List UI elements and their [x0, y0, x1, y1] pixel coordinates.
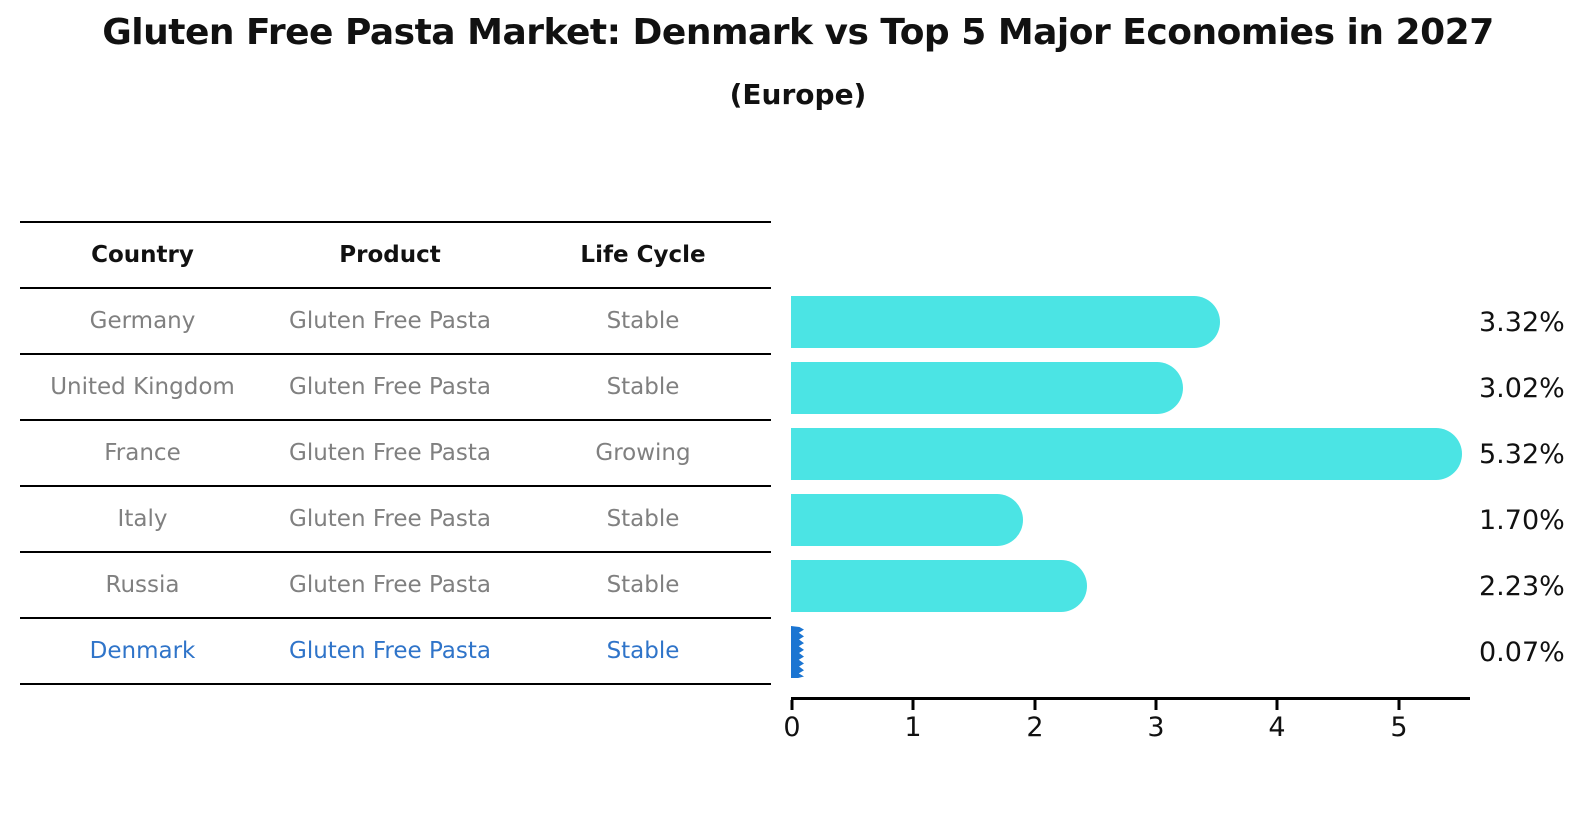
- column-header-product: Product: [339, 242, 441, 268]
- bar-united-kingdom: [791, 362, 1183, 414]
- column-header-country: Country: [91, 242, 194, 268]
- x-tick: [911, 700, 915, 710]
- product-cell: Gluten Free Pasta: [289, 374, 491, 400]
- x-tick-label: 2: [1026, 712, 1044, 743]
- bar-italy: [791, 494, 1023, 546]
- product-cell: Gluten Free Pasta: [289, 440, 491, 466]
- table-header-row: Country Product Life Cycle: [20, 223, 771, 289]
- country-cell: Denmark: [89, 638, 196, 664]
- life-cycle-cell: Stable: [606, 308, 680, 334]
- value-label-germany: 3.32%: [1479, 306, 1565, 338]
- product-cell: Gluten Free Pasta: [289, 572, 491, 598]
- x-tick-label: 0: [783, 712, 801, 743]
- country-cell: Germany: [89, 308, 196, 334]
- value-label-france: 5.32%: [1479, 438, 1565, 470]
- life-cycle-cell: Stable: [606, 572, 680, 598]
- value-label-united-kingdom: 3.02%: [1479, 372, 1565, 404]
- table-row-france: France Gluten Free Pasta Growing: [20, 421, 771, 487]
- x-axis-line: [791, 697, 1470, 700]
- bar-row: [791, 619, 1491, 685]
- table-row-united-kingdom: United Kingdom Gluten Free Pasta Stable: [20, 355, 771, 421]
- bar-plot-area: [791, 289, 1491, 685]
- country-cell: Italy: [117, 506, 168, 532]
- x-axis-ticks: 0 1 2 3 4 5: [783, 700, 1470, 750]
- life-cycle-cell: Stable: [606, 638, 680, 664]
- x-tick: [790, 700, 794, 710]
- x-tick-label: 4: [1268, 712, 1286, 743]
- life-cycle-cell: Stable: [606, 506, 680, 532]
- product-cell: Gluten Free Pasta: [289, 308, 491, 334]
- x-tick: [1397, 700, 1401, 710]
- x-tick: [1154, 700, 1158, 710]
- bar-row: [791, 487, 1491, 553]
- x-tick: [1275, 700, 1279, 710]
- column-header-life-cycle: Life Cycle: [580, 242, 706, 268]
- bar-russia: [791, 560, 1087, 612]
- country-cell: Russia: [105, 572, 180, 598]
- x-tick: [1033, 700, 1037, 710]
- bar-france: [791, 428, 1462, 480]
- life-cycle-cell: Stable: [606, 374, 680, 400]
- country-table: Country Product Life Cycle Germany Glute…: [20, 221, 771, 685]
- country-cell: United Kingdom: [50, 374, 235, 400]
- bar-germany: [791, 296, 1220, 348]
- value-label-russia: 2.23%: [1479, 570, 1565, 602]
- chart-title: Gluten Free Pasta Market: Denmark vs Top…: [102, 12, 1494, 53]
- value-label-column: 3.32% 3.02% 5.32% 1.70% 2.23% 0.07%: [1479, 289, 1565, 685]
- x-tick-label: 5: [1390, 712, 1408, 743]
- country-cell: France: [104, 440, 181, 466]
- x-tick-label: 3: [1147, 712, 1165, 743]
- chart-subtitle: (Europe): [729, 78, 867, 111]
- bar-denmark: [791, 626, 804, 678]
- table-row-russia: Russia Gluten Free Pasta Stable: [20, 553, 771, 619]
- bar-row: [791, 421, 1491, 487]
- bar-row: [791, 289, 1491, 355]
- bar-row: [791, 553, 1491, 619]
- x-tick-label: 1: [904, 712, 922, 743]
- value-label-denmark: 0.07%: [1479, 636, 1565, 668]
- table-row-italy: Italy Gluten Free Pasta Stable: [20, 487, 771, 553]
- product-cell: Gluten Free Pasta: [289, 506, 491, 532]
- value-label-italy: 1.70%: [1479, 504, 1565, 536]
- life-cycle-cell: Growing: [595, 440, 691, 466]
- product-cell: Gluten Free Pasta: [289, 638, 491, 664]
- table-row-denmark: Denmark Gluten Free Pasta Stable: [20, 619, 771, 685]
- bar-row: [791, 355, 1491, 421]
- table-row-germany: Germany Gluten Free Pasta Stable: [20, 289, 771, 355]
